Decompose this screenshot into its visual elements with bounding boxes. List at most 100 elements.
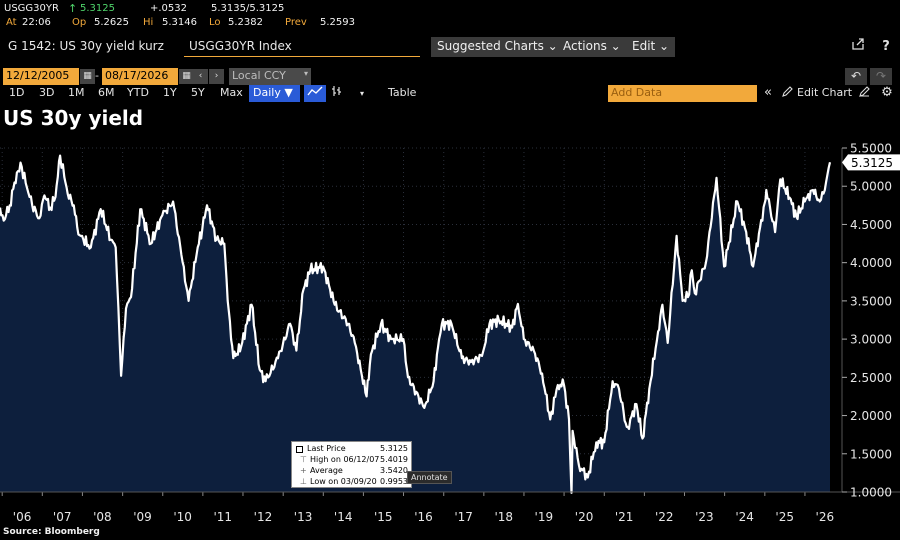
- undo-icon[interactable]: ↶: [845, 68, 867, 85]
- x-tick-label: '09: [133, 510, 152, 524]
- x-tick-label: '22: [655, 510, 674, 524]
- chevron-down-icon[interactable]: ▾: [359, 89, 364, 98]
- table-button[interactable]: Table: [388, 86, 417, 99]
- x-tick-label: '21: [615, 510, 634, 524]
- at-label: At: [6, 17, 17, 28]
- x-tick-label: '13: [294, 510, 313, 524]
- x-tick-label: '18: [494, 510, 513, 524]
- y-tick-label: 1.5000: [850, 447, 892, 461]
- x-tick-label: '23: [695, 510, 714, 524]
- ticker-label: USGG30YR: [4, 3, 59, 14]
- help-icon[interactable]: ?: [882, 39, 890, 54]
- currency-select[interactable]: Local CCY ▾: [229, 68, 311, 85]
- x-tick-label: '24: [735, 510, 754, 524]
- date-range-row: 12/12/2005 ▦ - 08/17/2026 ▦ ‹ › Local CC…: [0, 68, 900, 85]
- yield-chart[interactable]: '06 '07 '08 '09 '10 '11 '12 '13 '14 '15 '16 '17 '18 '…: [0, 140, 900, 526]
- x-tick-label: '25: [775, 510, 794, 524]
- series-swatch: [296, 446, 303, 453]
- low-value: 5.2382: [228, 17, 263, 28]
- x-tick-label: '07: [53, 510, 72, 524]
- period-5y[interactable]: 5Y: [191, 86, 205, 99]
- x-tick-label: '08: [93, 510, 112, 524]
- legend-tooltip: Last Price 5.3125 ⊤ High on 06/12/07 5.4…: [291, 441, 412, 488]
- y-tick-label: 3.5000: [850, 294, 892, 308]
- y-tick-label: 2.5000: [850, 371, 892, 385]
- at-time: 22:06: [22, 17, 51, 28]
- edit-icon[interactable]: [857, 85, 871, 102]
- x-tick-label: '11: [213, 510, 232, 524]
- period-ytd[interactable]: YTD: [127, 86, 149, 99]
- period-toolbar: 1D 3D 1M 6M YTD 1Y 5Y Max Daily ▼ ▾ Tabl…: [0, 85, 900, 102]
- chart-set-title: G 1542: US 30y yield kurz: [8, 39, 164, 53]
- low-label: Lo: [209, 17, 221, 28]
- y-tick-label: 5.0000: [850, 180, 892, 194]
- period-1y[interactable]: 1Y: [163, 86, 177, 99]
- period-3d[interactable]: 3D: [39, 86, 55, 99]
- source-label: Source: Bloomberg: [3, 527, 100, 537]
- frequency-select[interactable]: Daily ▼: [249, 85, 300, 102]
- y-tick-label: 4.5000: [850, 218, 892, 232]
- x-tick-label: '14: [334, 510, 353, 524]
- period-max[interactable]: Max: [220, 86, 243, 99]
- open-value: 5.2625: [94, 17, 129, 28]
- start-date-field[interactable]: 12/12/2005: [3, 68, 79, 85]
- legend-high-icon: ⊤: [300, 455, 307, 464]
- security-input[interactable]: USGG30YR Index: [184, 37, 420, 57]
- net-change: +.0532: [150, 3, 188, 14]
- currency-value: Local CCY: [232, 69, 286, 82]
- y-tick-label: 1.0000: [850, 486, 892, 500]
- y-tick-label: 3.0000: [850, 333, 892, 347]
- x-tick-label: '19: [535, 510, 554, 524]
- legend-average-icon: +: [300, 466, 307, 475]
- x-tick-label: '20: [575, 510, 594, 524]
- legend-low-icon: ⊥: [300, 477, 307, 486]
- bar-chart-icon[interactable]: [328, 85, 346, 102]
- redo-icon[interactable]: ↷: [870, 68, 892, 85]
- period-1m[interactable]: 1M: [68, 86, 85, 99]
- x-tick-label: '17: [454, 510, 473, 524]
- calendar-icon[interactable]: ▦: [179, 69, 194, 84]
- actions-button[interactable]: Actions ⌄: [557, 37, 627, 57]
- forward-arrow-icon[interactable]: ›: [209, 69, 224, 84]
- edit-button[interactable]: Edit ⌄: [626, 37, 676, 57]
- annotate-button[interactable]: Annotate: [407, 471, 452, 484]
- last-value-label: 5.3125: [851, 156, 893, 170]
- y-tick-label: 2.0000: [850, 409, 892, 423]
- x-tick-label: '15: [374, 510, 393, 524]
- x-tick-label: '12: [254, 510, 273, 524]
- x-tick-label: '26: [816, 510, 835, 524]
- back-arrow-icon[interactable]: ‹: [193, 69, 208, 84]
- add-data-input[interactable]: Add Data: [608, 85, 757, 102]
- x-tick-label: '06: [13, 510, 32, 524]
- yield-series-line: [0, 154, 832, 494]
- bid-ask: 5.3135/5.3125: [211, 3, 285, 14]
- title-bar: G 1542: US 30y yield kurz USGG30YR Index…: [0, 35, 900, 59]
- legend-last-price-value: 5.3125: [380, 444, 408, 453]
- pencil-icon[interactable]: [780, 85, 794, 102]
- collapse-icon[interactable]: «: [764, 85, 772, 100]
- share-icon[interactable]: [848, 37, 868, 57]
- calendar-icon[interactable]: ▦: [80, 69, 95, 84]
- x-tick-label: '16: [414, 510, 433, 524]
- legend-low-label: Low on 03/09/20: [310, 477, 377, 486]
- line-chart-icon[interactable]: [304, 85, 326, 102]
- period-6m[interactable]: 6M: [98, 86, 115, 99]
- suggested-charts-button[interactable]: Suggested Charts ⌄: [431, 37, 564, 57]
- legend-last-price-label: Last Price: [307, 444, 346, 453]
- y-tick-label: 4.0000: [850, 256, 892, 270]
- open-label: Op: [72, 17, 87, 28]
- end-date-field[interactable]: 08/17/2026: [102, 68, 178, 85]
- period-1d[interactable]: 1D: [9, 86, 25, 99]
- gear-icon[interactable]: ⚙: [881, 85, 893, 100]
- edit-chart-button[interactable]: Edit Chart: [797, 86, 853, 99]
- chart-title: US 30y yield: [3, 106, 144, 130]
- legend-high-value: 5.4019: [380, 455, 408, 464]
- prev-value: 5.2593: [320, 17, 355, 28]
- date-separator: -: [95, 69, 99, 82]
- last-value-tag: [842, 154, 900, 171]
- legend-average-value: 3.5420: [380, 466, 408, 475]
- y-tick-label: 5.5000: [850, 142, 892, 156]
- legend-low-value: 0.9953: [380, 477, 408, 486]
- x-tick-label: '10: [173, 510, 192, 524]
- quote-strip: USGG30YR ↑ 5.3125 +.0532 5.3135/5.3125 A…: [0, 0, 900, 32]
